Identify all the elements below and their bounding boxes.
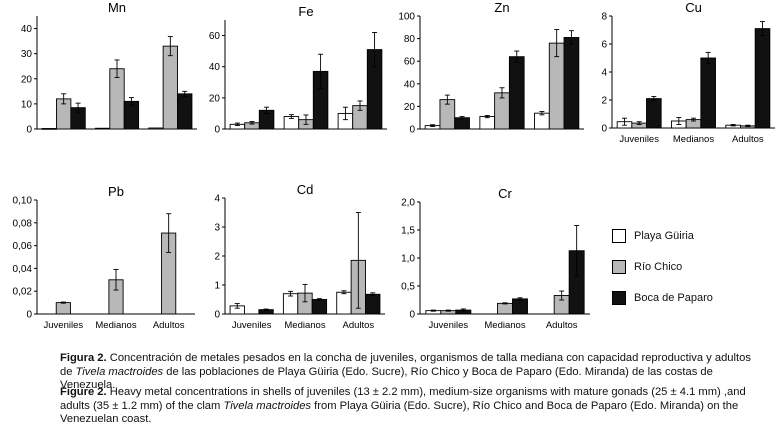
y-tick-label: 0 <box>26 310 32 321</box>
legend-label: Río Chico <box>634 261 683 273</box>
caption-text: Concentración de metales pesados en la c… <box>60 352 751 378</box>
chart-title: Pb <box>108 184 124 199</box>
chart-title: Zn <box>494 0 509 15</box>
chart-cu: Cu 0 2 4 6 8 Juveniles Medianos Adultos <box>601 0 775 145</box>
y-tick-label: 0 <box>409 310 415 321</box>
y-tick-label: 40 <box>21 24 33 35</box>
y-tick-label: 8 <box>601 12 607 23</box>
x-category-label: Adultos <box>732 134 764 145</box>
x-category-label: Adultos <box>546 320 578 331</box>
x-category-label: Juveniles <box>232 320 272 331</box>
bar-boca-de-paparo-medianos <box>700 57 716 129</box>
bar-playa-guiria-medianos <box>94 127 111 130</box>
x-category-label: Juveniles <box>429 320 469 331</box>
x-category-label: Juveniles <box>619 134 659 145</box>
legend-label: Playa Güiria <box>634 230 694 242</box>
bar-boca-de-paparo-juveniles <box>646 98 662 129</box>
y-tick-label: 20 <box>404 102 416 113</box>
y-tick-label: 2,0 <box>401 198 415 209</box>
caption-species: Tivela mactroides <box>75 365 164 378</box>
x-category-label: Adultos <box>153 320 185 331</box>
chart-pb: Pb 0 0,02 0,04 0,06 0,08 0,10 Juveniles Medianos… <box>13 184 195 331</box>
x-category-label: Medianos <box>95 320 136 331</box>
y-tick-label: 0 <box>26 125 32 136</box>
y-tick-label: 40 <box>209 62 221 73</box>
bar-boca-de-paparo-medianos <box>311 299 328 315</box>
bar-boca-de-paparo-juveniles <box>454 117 470 130</box>
legend-swatch <box>612 291 626 305</box>
bar-rio-chico-juveniles <box>55 302 71 315</box>
y-tick-label: 0,08 <box>13 218 33 229</box>
bar-rio-chico-adultos <box>162 45 178 130</box>
x-category-label: Adultos <box>342 320 374 331</box>
y-tick-label: 0 <box>601 124 607 135</box>
y-tick-label: 40 <box>404 79 416 90</box>
caption-text: Heavy metal concentrations in shells of … <box>60 386 746 412</box>
x-category-label: Medianos <box>673 134 714 145</box>
caption-spanish: Figura 2. Concentración de metales pesad… <box>60 352 760 393</box>
y-tick-label: 0,5 <box>401 282 415 293</box>
figure-charts: Mn010203040Fe0204060Zn020406080100Cu0246… <box>13 0 775 331</box>
caption-text: from Playa Güiria (Edo. Sucre), Río Chic… <box>60 399 739 426</box>
bar-boca-de-paparo-adultos <box>365 293 381 315</box>
y-tick-label: 100 <box>398 12 415 23</box>
y-tick-label: 0,04 <box>13 264 33 275</box>
y-tick-label: 80 <box>404 34 416 45</box>
y-tick-label: 1 <box>214 281 220 292</box>
legend-label: Boca de Paparo <box>634 292 713 304</box>
bar-boca-de-paparo-adultos <box>177 93 193 130</box>
y-tick-label: 4 <box>214 194 220 205</box>
y-tick-label: 20 <box>21 74 33 85</box>
bar-playa-guiria-adultos <box>534 112 550 130</box>
bar-boca-de-paparo-adultos <box>563 37 580 130</box>
x-category-label: Juveniles <box>44 320 84 331</box>
y-tick-label: 0 <box>409 125 415 136</box>
y-tick-label: 4 <box>601 68 607 79</box>
chart-title: Mn <box>108 0 126 15</box>
chart-cr: Cr 0 0,5 1,0 1,5 2,0 Juveniles Medianos Adultos <box>401 186 590 331</box>
y-tick-label: 10 <box>21 99 33 110</box>
y-tick-label: 60 <box>404 57 416 68</box>
bar-boca-de-paparo-medianos <box>508 56 525 130</box>
y-tick-label: 1,5 <box>401 226 415 237</box>
chart-zn: Zn 0 20 40 60 80 100 <box>398 0 584 136</box>
y-tick-label: 6 <box>601 40 607 51</box>
x-category-label: Medianos <box>484 320 525 331</box>
chart-title: Cu <box>685 0 702 15</box>
bar-playa-guiria-medianos <box>282 293 299 315</box>
y-tick-label: 0,10 <box>13 196 33 207</box>
caption-english: Figure 2. Heavy metal concentrations in … <box>60 386 760 427</box>
chart-cd: Cd 0 1 2 3 4 Juveniles Medianos Adultos <box>214 182 385 331</box>
caption-figure-label: Figura 2. <box>60 352 107 364</box>
y-tick-label: 2 <box>601 96 607 107</box>
y-tick-label: 3 <box>214 223 220 234</box>
y-tick-label: 0,02 <box>13 287 33 298</box>
y-tick-label: 1,0 <box>401 254 415 265</box>
chart-title: Fe <box>298 4 313 19</box>
y-tick-label: 30 <box>21 49 33 60</box>
caption-species: Tivela mactroides <box>223 399 312 412</box>
bar-playa-guiria-adultos <box>336 291 352 315</box>
y-tick-label: 20 <box>209 93 221 104</box>
bar-playa-guiria-juveniles <box>41 128 57 130</box>
y-tick-label: 0,06 <box>13 241 33 252</box>
bar-playa-guiria-medianos <box>479 116 496 130</box>
chart-fe: Fe 0 20 40 60 <box>209 4 387 136</box>
chart-title: Cr <box>498 186 512 201</box>
legend-swatch <box>612 260 626 274</box>
legend-swatch <box>612 229 626 243</box>
y-tick-label: 0 <box>214 125 220 136</box>
bar-playa-guiria-adultos <box>148 127 164 130</box>
y-tick-label: 0 <box>214 310 220 321</box>
chart-mn: Mn 0 10 20 30 40 <box>21 0 197 136</box>
caption-figure-label: Figure 2. <box>60 386 107 398</box>
bar-boca-de-paparo-adultos <box>754 28 771 129</box>
bar-boca-de-paparo-medianos <box>512 298 528 315</box>
x-category-label: Medianos <box>284 320 325 331</box>
y-tick-label: 60 <box>209 31 221 42</box>
caption-text: de las poblaciones de Playa Güiria (Edo.… <box>60 365 713 392</box>
bar-rio-chico-medianos <box>497 302 513 315</box>
y-tick-label: 2 <box>214 252 220 263</box>
chart-title: Cd <box>297 182 314 197</box>
